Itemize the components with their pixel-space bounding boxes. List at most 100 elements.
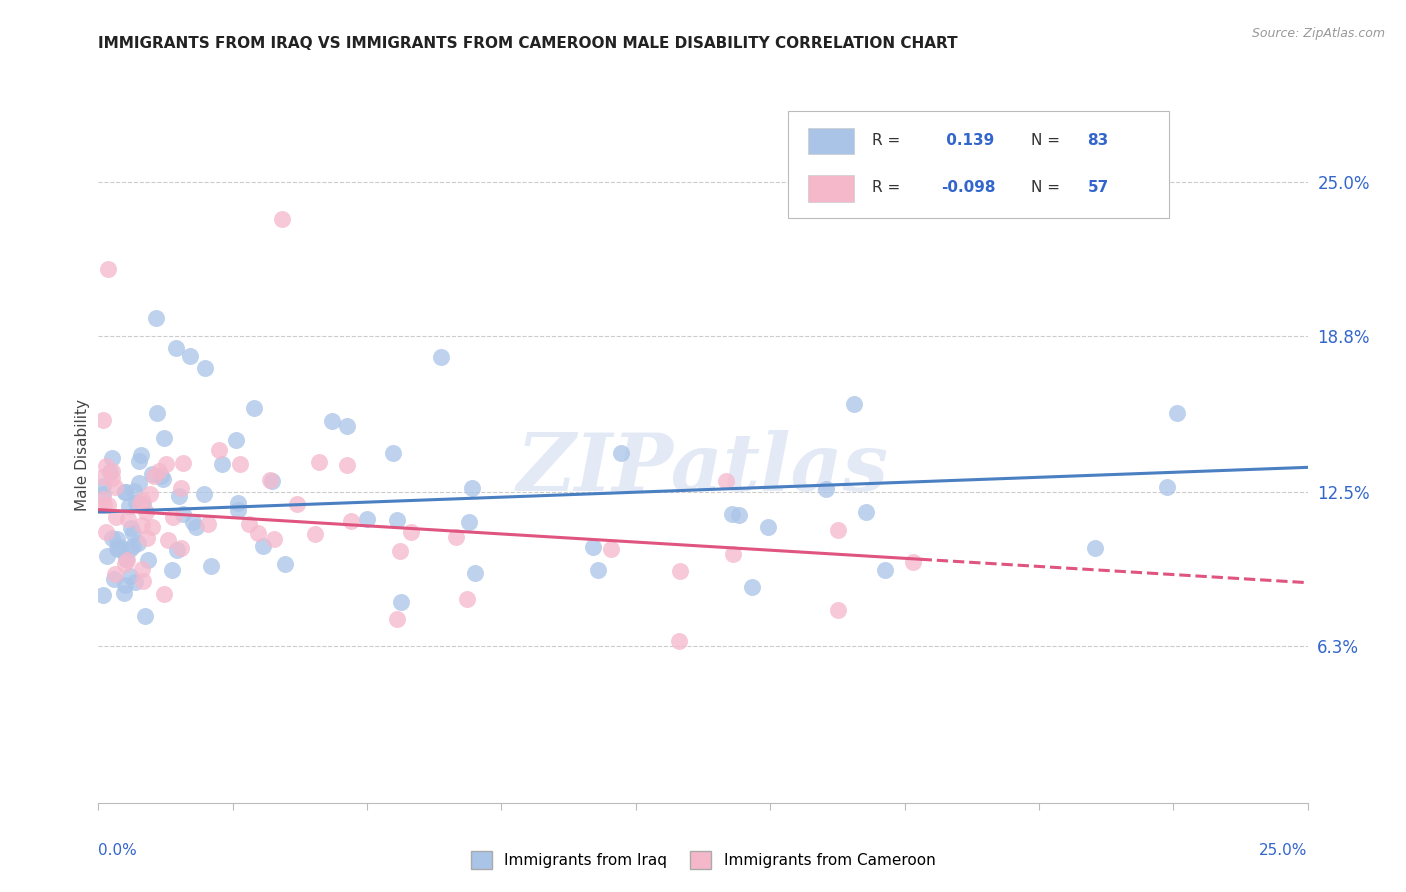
Text: 25.0%: 25.0% [1260,843,1308,858]
Point [211,457,233,471]
Point [172,507,194,521]
Point [104,480,127,494]
Point [356,512,378,526]
Point [382,446,405,460]
Point [582,540,605,554]
Text: 83: 83 [1087,133,1109,148]
Point [181,515,204,529]
Point [104,566,127,581]
Point [903,555,925,569]
Point [336,418,359,433]
Point [259,473,281,487]
Point [131,448,153,462]
Point [115,552,138,566]
Point [122,484,145,499]
Point [148,464,170,478]
Point [146,406,169,420]
Point [242,401,264,416]
Point [304,527,326,541]
Point [132,497,155,511]
Point [131,498,153,512]
Point [252,539,274,553]
Text: R =: R = [872,133,905,148]
Point [458,515,481,529]
Point [197,516,219,531]
Point [388,544,411,558]
Point [105,509,128,524]
Point [122,525,145,540]
Point [166,542,188,557]
Point [105,541,128,555]
Point [464,566,486,580]
Point [114,485,136,500]
Point [399,524,422,539]
Point [135,504,157,518]
Point [91,487,114,501]
Point [172,456,194,470]
Point [128,476,150,491]
Point [132,574,155,588]
Point [387,612,409,626]
Point [610,446,633,460]
Point [131,562,153,576]
Point [156,533,179,547]
Point [122,539,145,553]
Point [1166,406,1188,420]
Point [131,492,153,507]
Point [141,520,163,534]
Point [160,563,183,577]
Point [321,414,343,428]
Point [118,500,141,514]
Point [105,533,128,547]
Point [136,553,159,567]
Text: ZIPatlas: ZIPatlas [517,430,889,508]
Text: 57: 57 [1087,180,1109,195]
Text: R =: R = [872,180,905,195]
Text: Source: ZipAtlas.com: Source: ZipAtlas.com [1251,27,1385,40]
Point [246,526,269,541]
Point [340,514,363,528]
Point [229,458,252,472]
Point [668,634,690,648]
Point [110,540,132,554]
Point [91,492,114,507]
Point [114,485,136,500]
Point [107,541,129,556]
Point [385,513,408,527]
Text: N =: N = [1031,133,1064,148]
Point [124,575,146,590]
Point [94,459,117,474]
Y-axis label: Male Disability: Male Disability [75,399,90,511]
Text: 0.139: 0.139 [941,133,994,148]
Point [669,564,692,578]
Point [143,468,166,483]
Point [125,496,148,510]
Point [131,517,153,532]
Point [336,458,359,472]
Point [226,496,249,510]
Point [97,498,120,512]
Point [101,451,124,466]
Point [94,525,117,540]
Point [93,498,115,512]
Point [179,349,201,363]
Point [152,472,174,486]
Point [98,465,121,479]
Point [262,475,284,489]
Point [115,551,138,566]
Point [153,587,176,601]
Point [145,311,167,326]
Point [723,547,745,561]
Point [153,431,176,445]
Bar [808,128,855,154]
Point [208,443,231,458]
Point [430,350,453,364]
Point [308,454,330,468]
Point [112,586,135,600]
Point [184,520,207,534]
Point [120,542,142,557]
Point [1156,480,1178,494]
Point [118,569,141,583]
Point [263,532,285,546]
Point [444,530,467,544]
